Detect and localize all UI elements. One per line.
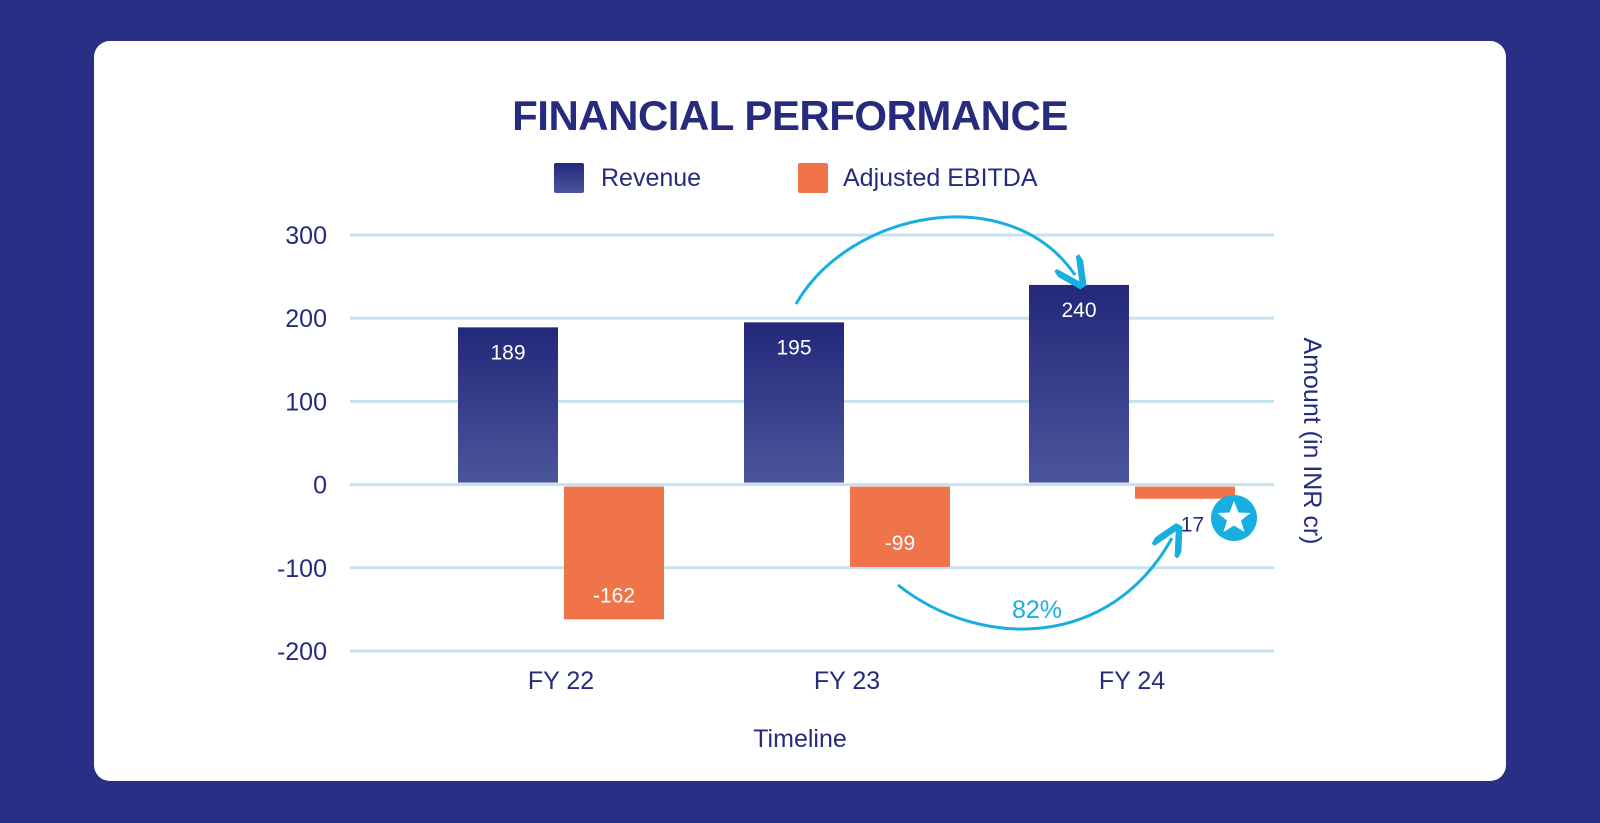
ebitda-improvement-percent: 82% [1012, 596, 1062, 624]
x-tick-label: FY 23 [814, 667, 880, 695]
legend: Revenue Adjusted EBITDA [554, 163, 1038, 193]
data-label-revenue: 189 [490, 341, 525, 364]
bar-revenue [458, 327, 558, 483]
legend-swatch-revenue [554, 163, 584, 193]
data-label-ebitda: -17 [1174, 514, 1204, 537]
y-axis-label: Amount (in INR cr) [1298, 338, 1326, 545]
star-badge-icon [1211, 495, 1257, 541]
x-tick-label: FY 24 [1099, 667, 1165, 695]
chart-title: FINANCIAL PERFORMANCE [512, 92, 1068, 139]
bar-ebitda [850, 486, 950, 567]
y-axis-ticks: 300 200 100 0 -100 -200 [277, 222, 327, 666]
y-tick-label: 0 [313, 472, 327, 500]
growth-annotations: 82% [794, 215, 1257, 631]
data-label-revenue: 195 [776, 336, 811, 359]
bar-revenue [1029, 284, 1129, 483]
x-axis-label: Timeline [753, 725, 847, 753]
data-label-revenue: 240 [1061, 299, 1096, 322]
revenue-growth-arrow [794, 215, 1075, 305]
data-label-ebitda: -99 [885, 532, 915, 555]
bars: 189 -162 195 -99 240 -17 [458, 284, 1235, 620]
bar-ebitda [564, 486, 664, 620]
y-tick-label: -100 [277, 555, 327, 583]
y-tick-label: 300 [285, 222, 327, 250]
bar-ebitda [1135, 486, 1235, 499]
legend-label-ebitda: Adjusted EBITDA [843, 164, 1038, 192]
y-tick-label: -200 [277, 638, 327, 666]
bar-revenue [744, 322, 844, 483]
legend-label-revenue: Revenue [601, 164, 701, 192]
y-tick-label: 200 [285, 305, 327, 333]
x-tick-label: FY 22 [528, 667, 594, 695]
x-axis-categories: FY 22 FY 23 FY 24 [528, 667, 1165, 695]
legend-swatch-ebitda [798, 163, 828, 193]
data-label-ebitda: -162 [593, 584, 635, 607]
ebitda-improvement-arrow [897, 538, 1172, 631]
y-tick-label: 100 [285, 388, 327, 416]
